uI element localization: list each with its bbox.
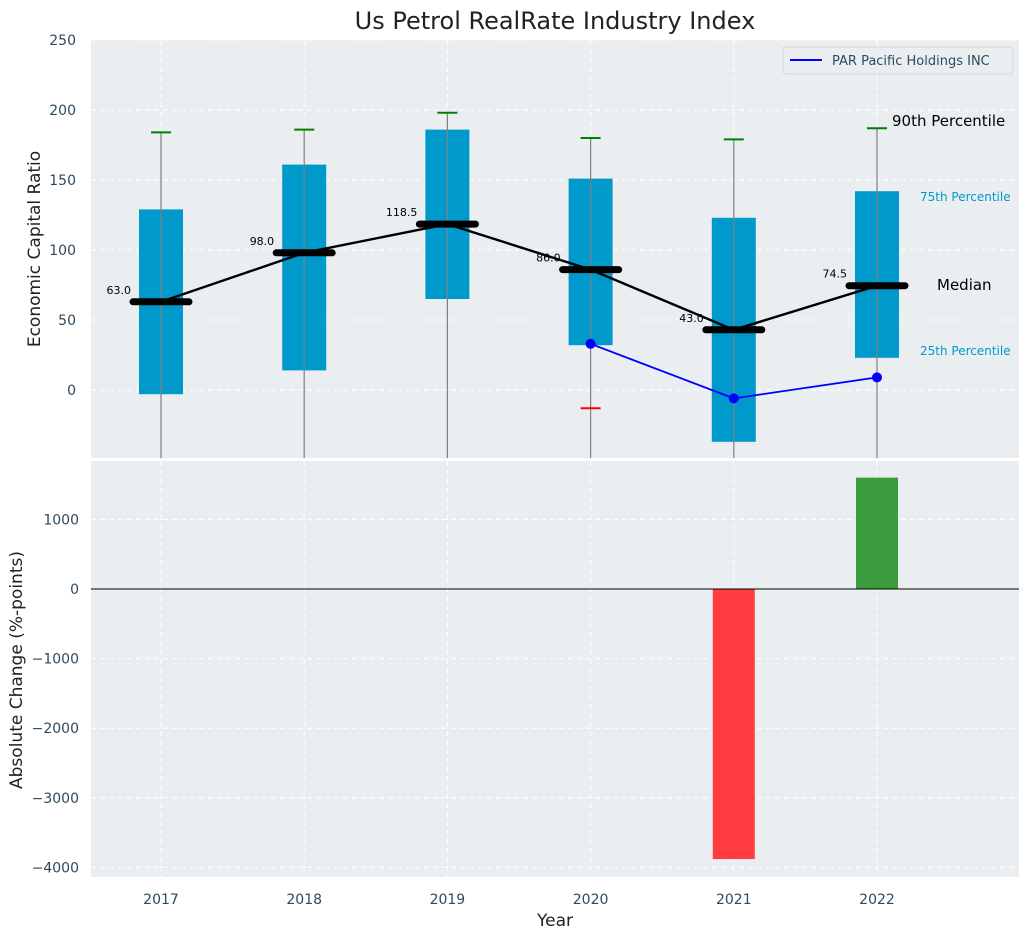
y-axis-label-top: Economic Capital Ratio [25,151,45,347]
x-tick-label: 2021 [716,892,752,908]
median-trend-line [160,222,878,332]
change-bars [712,477,898,860]
bottom-y-tick-label: 0 [70,582,79,598]
x-tick-label: 2018 [286,892,322,908]
boxes [129,111,909,458]
median-value-labels: 63.0 98.0 118.5 86.0 43.0 74.5 [107,206,848,325]
legend-label: PAR Pacific Holdings INC [832,54,990,69]
x-axis-label: Year [536,911,573,931]
bottom-y-tick-label: 1000 [43,512,79,528]
company-point [728,393,739,404]
chart-title: Us Petrol RealRate Industry Index [355,7,756,35]
median-value-label: 86.0 [536,252,561,265]
company-point [872,372,882,383]
p75-annotation: 75th Percentile [920,190,1011,204]
median-value-label: 63.0 [107,284,132,297]
x-tick-label: 2020 [573,892,609,908]
top-y-tick-label: 250 [49,33,76,49]
y-axis-label-bottom: Absolute Change (%-points) [7,551,27,789]
p25-annotation: 25th Percentile [920,344,1011,358]
median-value-label: 74.5 [823,268,848,281]
bottom-y-tick-label: −3000 [32,791,79,807]
top-y-tick-labels: 0 50 100 150 200 250 [49,33,76,399]
p90-annotation: 90th Percentile [892,112,1005,130]
bottom-y-tick-label: −2000 [32,721,79,737]
median-value-label: 43.0 [679,312,704,325]
bottom-y-tick-label: −4000 [32,860,79,876]
x-tick-label: 2017 [143,892,179,908]
x-tick-label: 2022 [859,892,895,908]
median-line [160,222,878,332]
negative-change-bar [712,589,755,860]
median-value-label: 98.0 [250,235,275,248]
median-value-label: 118.5 [386,206,418,219]
x-tick-labels: 2017 2018 2019 2020 2021 2022 [143,892,895,908]
legend: PAR Pacific Holdings INC [782,46,1014,75]
median-annotation: Median [937,276,992,294]
top-y-tick-label: 0 [67,383,76,399]
top-y-tick-label: 150 [49,173,76,189]
legend-box [782,46,1014,75]
company-series [585,338,882,404]
top-y-tick-label: 50 [58,313,76,329]
top-y-tick-label: 200 [49,103,76,119]
bottom-y-tick-labels: −4000 −3000 −2000 −1000 0 1000 [32,512,79,876]
top-y-tick-label: 100 [49,243,76,259]
x-tick-label: 2019 [430,892,466,908]
top-panel: 0 50 100 150 200 250 63.0 98.0 118.5 86.0 43.0 74.… [25,33,1019,458]
bottom-y-tick-label: −1000 [32,652,79,668]
positive-change-bar [856,477,898,589]
company-point [585,338,596,349]
